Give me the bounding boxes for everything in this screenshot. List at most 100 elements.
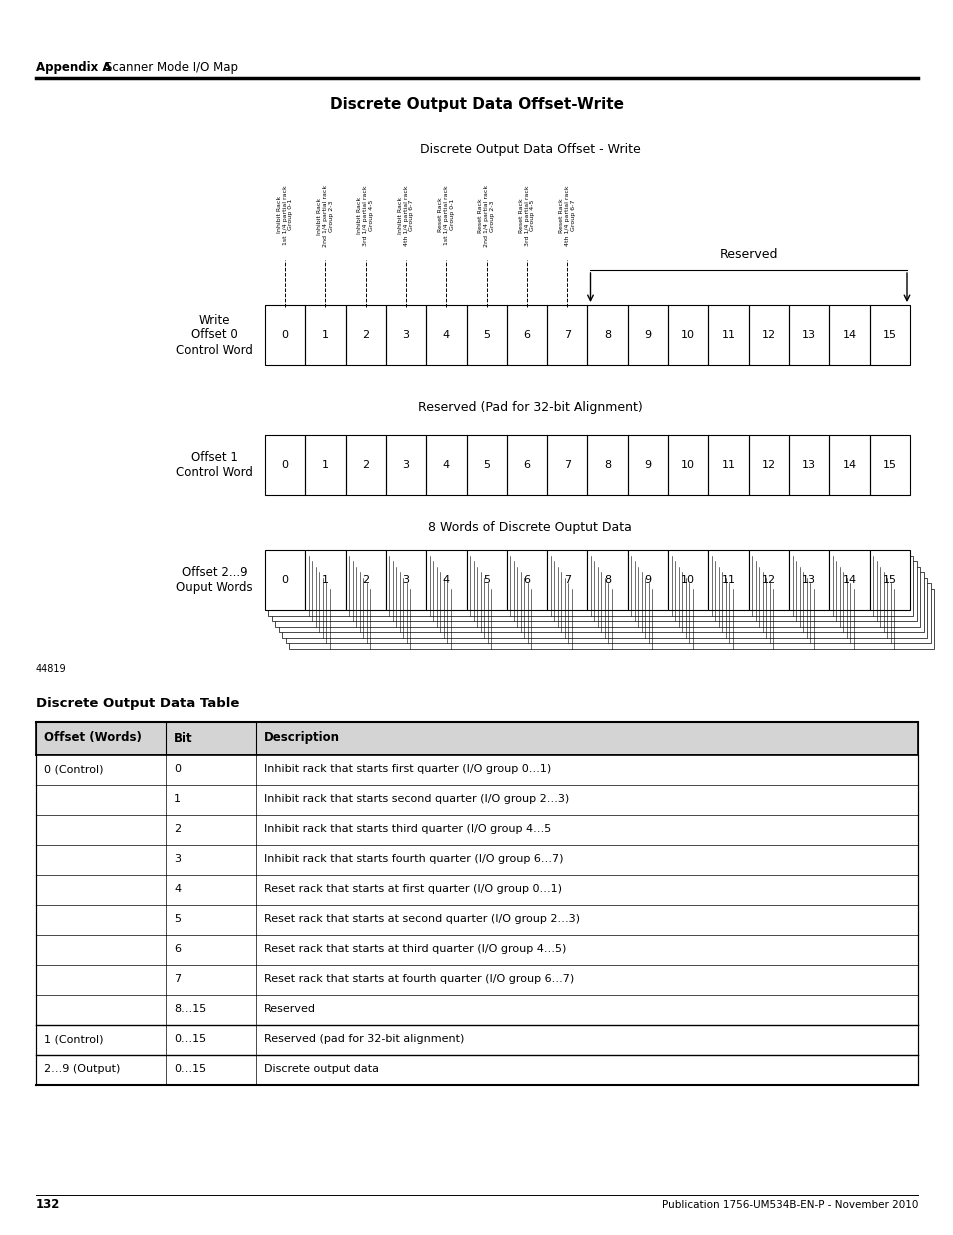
- Text: 7: 7: [563, 459, 570, 471]
- Bar: [506, 550, 547, 610]
- Bar: [627, 435, 667, 495]
- Bar: [667, 550, 708, 610]
- Text: 2: 2: [362, 330, 369, 340]
- Text: Inhibit rack that starts third quarter (I/O group 4…5: Inhibit rack that starts third quarter (…: [264, 825, 551, 835]
- Bar: [506, 435, 547, 495]
- Text: 3: 3: [402, 330, 409, 340]
- Text: 6: 6: [173, 945, 181, 955]
- Text: Reserved (Pad for 32-bit Alignment): Reserved (Pad for 32-bit Alignment): [417, 401, 641, 415]
- Text: Reset rack that starts at second quarter (I/O group 2…3): Reset rack that starts at second quarter…: [264, 914, 579, 925]
- Bar: [345, 305, 386, 366]
- Text: 1: 1: [321, 459, 329, 471]
- Text: 6: 6: [523, 576, 530, 585]
- Text: Description: Description: [264, 731, 339, 745]
- Bar: [278, 572, 923, 632]
- Text: 14: 14: [841, 576, 856, 585]
- Text: 0: 0: [281, 576, 289, 585]
- Bar: [36, 721, 917, 755]
- Text: 11: 11: [720, 576, 735, 585]
- Text: 0…15: 0…15: [173, 1035, 206, 1045]
- Text: 5: 5: [483, 576, 490, 585]
- Bar: [36, 1055, 917, 1084]
- Text: Reserved: Reserved: [719, 248, 778, 262]
- Bar: [748, 435, 788, 495]
- Bar: [36, 784, 917, 815]
- Bar: [587, 435, 627, 495]
- Bar: [386, 435, 426, 495]
- Text: Inhibit Rack
2nd 1/4 partial rack
Group 2-3: Inhibit Rack 2nd 1/4 partial rack Group …: [316, 185, 334, 247]
- Bar: [627, 550, 667, 610]
- Bar: [828, 550, 869, 610]
- Bar: [426, 550, 466, 610]
- Bar: [345, 550, 386, 610]
- Bar: [708, 435, 748, 495]
- Text: 0: 0: [281, 330, 289, 340]
- Text: 6: 6: [523, 459, 530, 471]
- Bar: [627, 305, 667, 366]
- Text: 8: 8: [603, 330, 611, 340]
- Text: Reset rack that starts at third quarter (I/O group 4…5): Reset rack that starts at third quarter …: [264, 945, 566, 955]
- Text: Discrete Output Data Table: Discrete Output Data Table: [36, 697, 239, 710]
- Text: 3: 3: [402, 576, 409, 585]
- Text: 11: 11: [720, 330, 735, 340]
- Bar: [282, 578, 926, 637]
- Text: Inhibit Rack
1st 1/4 partial rack
Group 0-1: Inhibit Rack 1st 1/4 partial rack Group …: [276, 185, 294, 245]
- Text: 14: 14: [841, 459, 856, 471]
- Bar: [36, 815, 917, 845]
- Text: 12: 12: [761, 576, 775, 585]
- Text: 12: 12: [761, 330, 775, 340]
- Bar: [36, 845, 917, 874]
- Bar: [506, 305, 547, 366]
- Text: 44819: 44819: [36, 663, 67, 673]
- Text: 1: 1: [321, 330, 329, 340]
- Bar: [36, 935, 917, 965]
- Text: 14: 14: [841, 330, 856, 340]
- Bar: [667, 435, 708, 495]
- Bar: [788, 435, 828, 495]
- Text: 0…15: 0…15: [173, 1065, 206, 1074]
- Bar: [36, 965, 917, 994]
- Bar: [708, 550, 748, 610]
- Text: Publication 1756-UM534B-EN-P - November 2010: Publication 1756-UM534B-EN-P - November …: [661, 1200, 917, 1210]
- Text: Inhibit rack that starts fourth quarter (I/O group 6…7): Inhibit rack that starts fourth quarter …: [264, 855, 563, 864]
- Bar: [345, 435, 386, 495]
- Bar: [36, 904, 917, 935]
- Bar: [272, 561, 916, 621]
- Bar: [828, 435, 869, 495]
- Bar: [36, 1025, 917, 1055]
- Text: 7: 7: [173, 974, 181, 984]
- Text: Offset (Words): Offset (Words): [44, 731, 142, 745]
- Bar: [36, 755, 917, 784]
- Text: 132: 132: [36, 1198, 60, 1212]
- Text: 7: 7: [563, 330, 570, 340]
- Text: Offset 1
Control Word: Offset 1 Control Word: [176, 451, 253, 479]
- Text: 1 (Control): 1 (Control): [44, 1035, 103, 1045]
- Bar: [466, 435, 506, 495]
- Bar: [289, 589, 934, 648]
- Text: Appendix A: Appendix A: [36, 62, 112, 74]
- Text: Offset 2...9
Ouput Words: Offset 2...9 Ouput Words: [176, 566, 253, 594]
- Bar: [426, 305, 466, 366]
- Bar: [587, 550, 627, 610]
- Bar: [869, 305, 909, 366]
- Bar: [547, 550, 587, 610]
- Bar: [275, 567, 920, 626]
- Text: Reset Rack
2nd 1/4 partial rack
Group 2-3: Reset Rack 2nd 1/4 partial rack Group 2-…: [477, 185, 495, 247]
- Text: 0: 0: [281, 459, 289, 471]
- Text: Scanner Mode I/O Map: Scanner Mode I/O Map: [105, 62, 237, 74]
- Text: 9: 9: [643, 330, 651, 340]
- Bar: [547, 435, 587, 495]
- Bar: [265, 550, 305, 610]
- Bar: [788, 305, 828, 366]
- Bar: [828, 305, 869, 366]
- Text: 3: 3: [173, 855, 181, 864]
- Text: 10: 10: [680, 330, 695, 340]
- Bar: [426, 435, 466, 495]
- Text: Reserved (pad for 32-bit alignment): Reserved (pad for 32-bit alignment): [264, 1035, 464, 1045]
- Text: 8: 8: [603, 576, 611, 585]
- Text: 7: 7: [563, 576, 570, 585]
- Text: 12: 12: [761, 459, 775, 471]
- Bar: [466, 305, 506, 366]
- Bar: [305, 435, 345, 495]
- Text: 5: 5: [483, 330, 490, 340]
